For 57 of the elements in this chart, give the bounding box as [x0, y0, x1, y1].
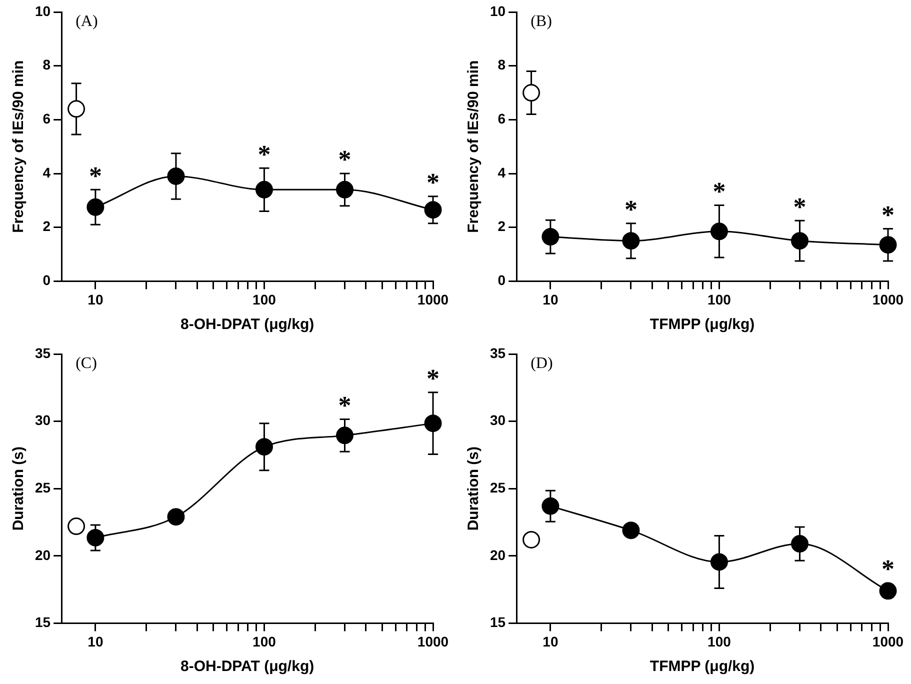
x-tick-label: 100	[252, 291, 276, 308]
y-tick-label: 35	[490, 344, 506, 361]
y-tick-label: 25	[490, 479, 506, 496]
y-tick-label: 20	[490, 546, 506, 563]
y-tick-label: 4	[42, 164, 51, 180]
y-tick-label: 8	[498, 56, 506, 73]
x-tick-label: 10	[542, 633, 558, 650]
x-tick-label: 1000	[872, 633, 904, 650]
annotation: *	[426, 364, 440, 394]
x-tick-label: 1000	[417, 633, 449, 650]
y-axis-title: Frequency of IEs/90 min	[465, 60, 482, 233]
x-tick-label: 1000	[872, 291, 904, 308]
annotation: *	[882, 554, 894, 584]
y-tick-label: 10	[34, 2, 51, 19]
y-tick-label: 35	[34, 344, 51, 361]
y-tick-label: 30	[490, 412, 506, 428]
annotation: (B)	[530, 13, 552, 30]
y-tick-label: 2	[498, 218, 506, 234]
annotation: *	[258, 140, 271, 169]
annotation: *	[338, 391, 352, 420]
y-tick-label: 0	[498, 272, 506, 288]
annotation: *	[426, 168, 440, 198]
x-tick-label: 1000	[417, 291, 449, 308]
annotation: *	[88, 161, 102, 190]
x-axis-title: 8-OH-DPAT (μg/kg)	[180, 658, 314, 676]
annotation: *	[882, 200, 894, 230]
x-axis-title: TFMPP (μg/kg)	[650, 316, 755, 334]
y-axis-title: Duration (s)	[465, 446, 482, 531]
x-tick-label: 10	[88, 633, 104, 650]
y-axis-title: Frequency of IEs/90 min	[10, 60, 28, 233]
y-tick-label: 8	[42, 56, 51, 73]
y-tick-label: 15	[34, 614, 51, 630]
x-tick-label: 10	[88, 291, 104, 308]
x-axis-title: TFMPP (μg/kg)	[650, 658, 755, 676]
x-tick-label: 100	[252, 633, 276, 650]
annotation: *	[338, 145, 352, 174]
y-tick-label: 30	[34, 412, 51, 428]
y-tick-label: 6	[498, 110, 506, 127]
y-tick-label: 4	[498, 164, 506, 180]
annotation: *	[793, 192, 806, 222]
annotation: *	[712, 177, 726, 206]
x-tick-label: 100	[708, 633, 732, 650]
y-tick-label: 6	[42, 110, 51, 127]
annotation: (A)	[76, 13, 98, 30]
x-tick-label: 10	[542, 291, 558, 308]
y-tick-label: 10	[490, 2, 506, 19]
x-tick-label: 100	[708, 291, 732, 308]
y-tick-label: 2	[42, 218, 51, 234]
y-tick-label: 15	[490, 614, 506, 630]
y-tick-label: 0	[42, 272, 51, 288]
y-tick-label: 25	[34, 479, 51, 496]
annotation: (D)	[530, 355, 553, 372]
annotation: (C)	[76, 355, 97, 372]
x-axis-title: 8-OH-DPAT (μg/kg)	[180, 316, 314, 334]
annotation: *	[624, 195, 638, 224]
y-tick-label: 20	[34, 546, 51, 563]
y-axis-title: Duration (s)	[10, 446, 28, 531]
